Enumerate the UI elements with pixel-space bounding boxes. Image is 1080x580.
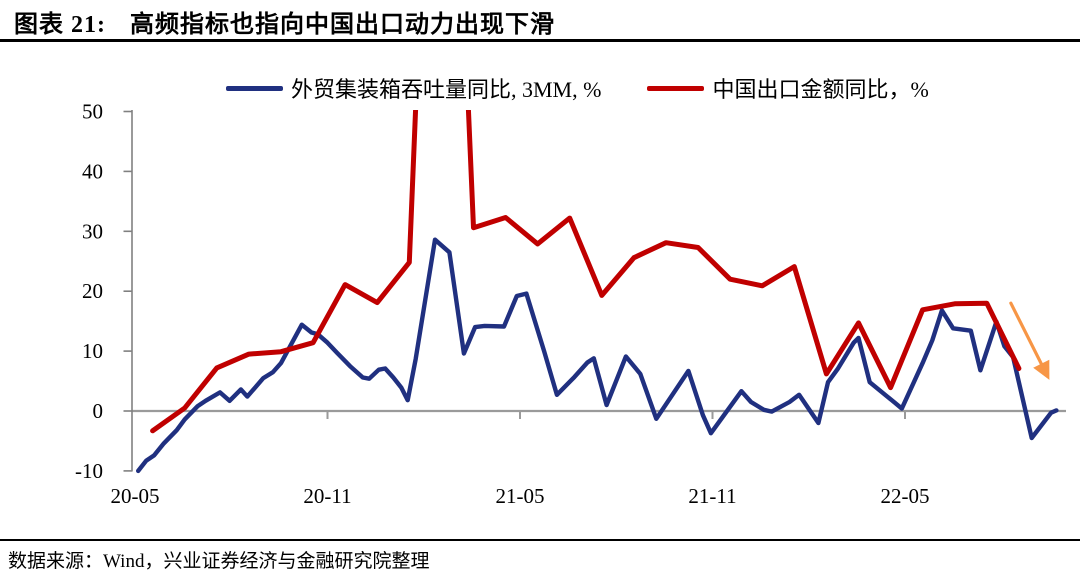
- y-axis-label: 40: [82, 159, 103, 183]
- x-axis-label: 20-05: [111, 484, 160, 508]
- x-axis-label: 20-11: [303, 484, 351, 508]
- y-axis-label: -10: [75, 459, 103, 483]
- legend-item-container-throughput: 外贸集装箱吞吐量同比, 3MM, %: [226, 72, 601, 104]
- legend-label-export-value: 中国出口金额同比，%: [712, 77, 929, 102]
- x-axis-label: 21-11: [688, 484, 736, 508]
- y-axis-label: 20: [82, 279, 103, 303]
- x-axis-label: 21-05: [495, 484, 544, 508]
- y-axis-label: 10: [82, 339, 103, 363]
- legend-item-export-value: 中国出口金额同比，%: [647, 72, 929, 104]
- x-axis-label: 22-05: [880, 484, 929, 508]
- y-axis-label: 30: [82, 219, 103, 243]
- legend-label-container-throughput: 外贸集装箱吞吐量同比, 3MM, %: [291, 77, 602, 102]
- export-yoy-line: [150, 110, 1022, 434]
- figure-label: 图表 21:: [14, 12, 106, 38]
- title-rule: [0, 39, 1080, 42]
- decline-arrow-shaft-icon: [1009, 301, 1043, 366]
- source-note: 数据来源：Wind，兴业证券经济与金融研究院整理: [8, 551, 430, 572]
- y-axis-label: 0: [93, 399, 104, 423]
- legend: 外贸集装箱吞吐量同比, 3MM, % 中国出口金额同比，%: [226, 72, 929, 104]
- decline-arrow-head-icon: [1033, 359, 1050, 380]
- page-title: 图表 21: 高频指标也指向中国出口动力出现下滑: [14, 4, 555, 39]
- figure-title: 高频指标也指向中国出口动力出现下滑: [130, 12, 555, 38]
- footer-rule: [0, 539, 1080, 541]
- container-throughput-line: [135, 237, 1059, 474]
- legend-line-navy-icon: [226, 85, 283, 91]
- legend-line-red-icon: [647, 85, 705, 91]
- y-axis-label: 50: [82, 100, 103, 124]
